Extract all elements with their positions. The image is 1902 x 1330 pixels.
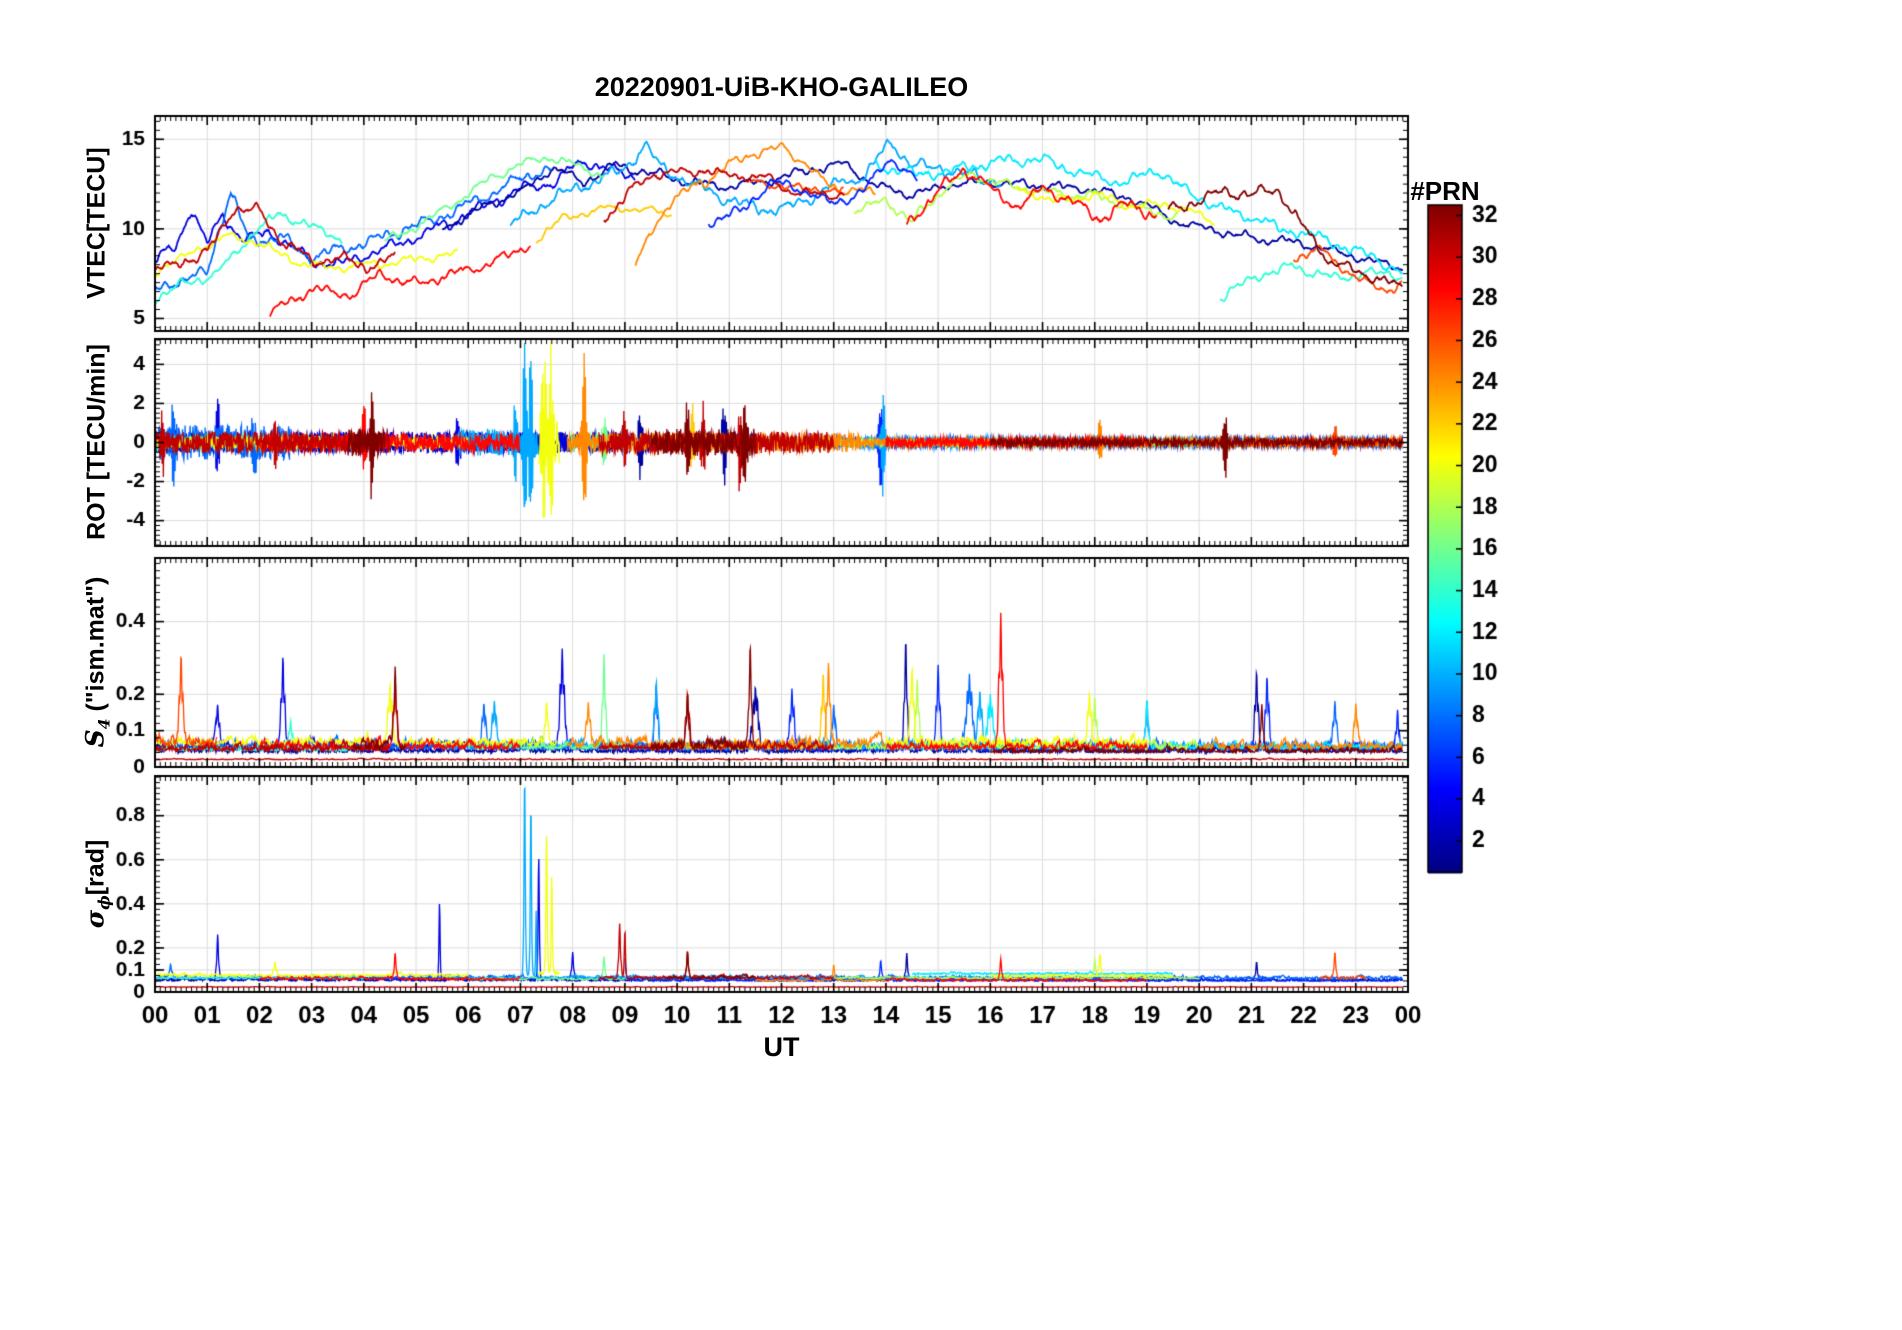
ylabel-sigma-phi: σϕ[rad] (80, 840, 113, 929)
ylabel-s4-main: S (80, 729, 110, 748)
ylabel-sigma-rest: [rad] (81, 839, 110, 896)
colorbar-title: #PRN (1410, 176, 1480, 206)
ylabel-vtec-text: VTEC[TECU] (82, 147, 111, 299)
ylabel-s4: S4 ("ism.mat") (80, 577, 113, 748)
x-axis-label: UT (763, 1032, 800, 1062)
ylabel-sigma-main: σ (80, 909, 110, 929)
figure-title: 20220901-UiB-KHO-GALILEO (594, 72, 969, 102)
ylabel-s4-rest: ("ism.mat") (81, 576, 110, 719)
ylabel-sigma-subscript: ϕ (94, 895, 114, 910)
ylabel-vtec: VTEC[TECU] (83, 147, 112, 298)
ylabel-rot: ROT [TECU/min] (83, 344, 112, 540)
ylabel-s4-subscript: 4 (94, 718, 114, 730)
ylabel-rot-text: ROT [TECU/min] (82, 344, 111, 540)
